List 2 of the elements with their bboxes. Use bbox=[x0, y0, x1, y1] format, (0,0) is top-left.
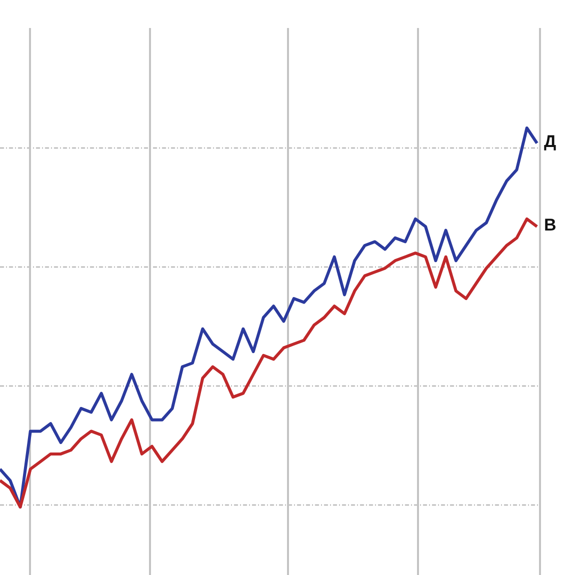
series-label: В bbox=[544, 216, 556, 235]
series-label: Д bbox=[544, 132, 556, 152]
